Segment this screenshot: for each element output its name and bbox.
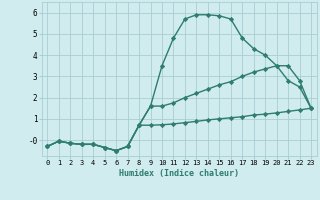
X-axis label: Humidex (Indice chaleur): Humidex (Indice chaleur) bbox=[119, 169, 239, 178]
